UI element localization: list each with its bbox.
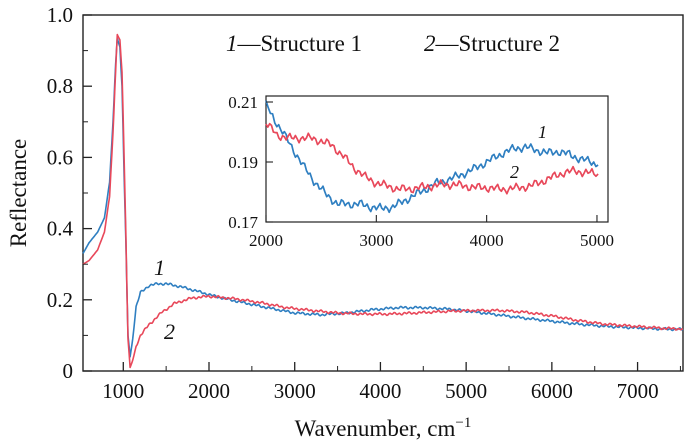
x-axis-title: Wavenumber, cm−1 bbox=[295, 415, 472, 441]
inset-curve-label-1: 1 bbox=[538, 122, 547, 142]
inset-x-tick-label-5000: 5000 bbox=[580, 231, 614, 250]
main-series-group bbox=[82, 33, 684, 369]
legend-entry-1-number: 1 bbox=[226, 31, 238, 56]
main-x-tick-label-5000: 5000 bbox=[445, 379, 487, 403]
x-axis-title-superscript: −1 bbox=[455, 415, 471, 431]
main-x-tick-label-7000: 7000 bbox=[617, 379, 659, 403]
x-axis-title-text: Wavenumber, cm bbox=[295, 416, 456, 441]
legend-entry-1-text: Structure 1 bbox=[261, 31, 363, 56]
main-y-tick-label-3: 0.6 bbox=[47, 145, 73, 169]
main-y-tick-label-5: 1.0 bbox=[47, 3, 73, 27]
main-y-tick-label-2: 0.4 bbox=[47, 217, 74, 241]
main-y-tick-label-4: 0.8 bbox=[47, 74, 73, 98]
main-series-line-1 bbox=[82, 37, 684, 358]
legend-entry-2-text: Structure 2 bbox=[459, 31, 561, 56]
inset-y-tick-label-2: 0.21 bbox=[228, 93, 258, 112]
inset-background bbox=[266, 96, 608, 222]
y-axis-title: Reflectance bbox=[6, 139, 31, 248]
inset-plot-frame bbox=[265, 95, 609, 223]
inset-series-group bbox=[265, 100, 599, 214]
legend-entry-2-number: 2 bbox=[424, 31, 436, 56]
legend-entry-1-dash: — bbox=[237, 31, 262, 56]
main-y-tick-label-0: 0 bbox=[63, 359, 74, 383]
inset-x-tick-label-4000: 4000 bbox=[470, 231, 504, 250]
inset-y-tick-label-1: 0.19 bbox=[228, 153, 258, 172]
main-x-tick-label-1000: 1000 bbox=[102, 379, 144, 403]
inset-x-tick-label-3000: 3000 bbox=[359, 231, 393, 250]
main-x-tick-label-3000: 3000 bbox=[274, 379, 316, 403]
main-x-tick-label-2000: 2000 bbox=[188, 379, 230, 403]
main-curve-label-2: 2 bbox=[164, 319, 175, 344]
main-x-tick-label-6000: 6000 bbox=[531, 379, 573, 403]
main-curve-label-1: 1 bbox=[154, 255, 165, 280]
main-axis-ticks: 1000 2000 3000 4000 5000 6000 7000 0 0.2 0.4 0.6 0.… bbox=[47, 3, 681, 403]
main-series-line-2 bbox=[82, 33, 684, 369]
legend-entry-2-dash: — bbox=[435, 31, 460, 56]
legend: 1—Structure 1 2—Structure 2 bbox=[226, 31, 560, 56]
main-y-tick-label-1: 0.2 bbox=[47, 288, 73, 312]
inset-x-tick-label-2000: 2000 bbox=[249, 231, 283, 250]
inset-series-line-2 bbox=[265, 122, 599, 195]
main-x-tick-label-4000: 4000 bbox=[359, 379, 401, 403]
inset-curve-label-2: 2 bbox=[510, 162, 519, 182]
inset-y-tick-label-0: 0.17 bbox=[228, 213, 258, 232]
inset-axis-ticks: 2000 3000 4000 5000 0.17 0.19 0.21 bbox=[228, 93, 614, 250]
